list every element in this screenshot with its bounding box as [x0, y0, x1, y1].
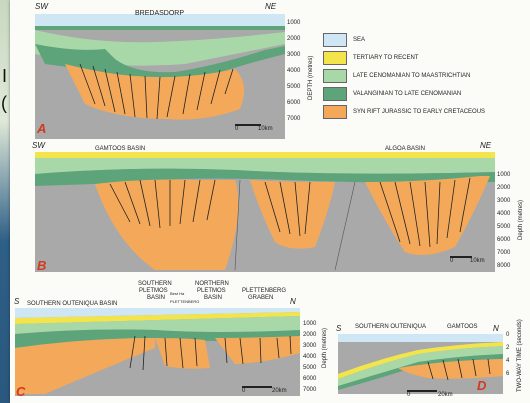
- section-a-depth-3: 3000: [287, 52, 301, 58]
- section-d-n: N: [493, 324, 499, 333]
- section-b-depth-7: 7000: [497, 250, 511, 256]
- legend-label-valanginian: VALANGINIAN TO LATE CENOMANIAN: [353, 91, 462, 97]
- section-c-basin-1: SOUTHERN OUTENIQUA BASIN: [27, 301, 118, 307]
- legend: SEA TERTIARY TO RECENT LATE CENOMANIAN T…: [323, 32, 528, 122]
- section-b-depth-3: 3000: [497, 198, 511, 204]
- section-c-n: N: [290, 297, 296, 306]
- legend-swatch-syn-rift: [323, 105, 347, 119]
- section-a-letter: A: [37, 121, 47, 136]
- section-a-depth-7: 7000: [287, 116, 301, 122]
- section-a-depth-2: 2000: [287, 36, 301, 42]
- section-a-axis-label: DEPTH (metres): [308, 55, 314, 100]
- section-a-depth-1: 1000: [287, 20, 301, 26]
- section-a-diagram: [35, 14, 285, 139]
- section-c-depth-2: 2000: [303, 332, 317, 338]
- section-c-scale-bar: [242, 386, 272, 388]
- section-b-axis-label: Depth (metres): [518, 199, 524, 240]
- legend-item-sea: SEA: [323, 32, 528, 48]
- section-c-depth-3: 3000: [303, 343, 317, 349]
- section-b-depth-6: 6000: [497, 237, 511, 243]
- section-d-axis-label: TWO-WAY TIME (seconds): [517, 319, 523, 392]
- section-a-sw: SW: [35, 2, 48, 11]
- legend-label-sea: SEA: [353, 37, 366, 43]
- section-c-depth-4: 4000: [303, 354, 317, 360]
- section-b-basin-2: ALGOA BASIN: [385, 146, 426, 152]
- section-b-sw: SW: [32, 141, 45, 150]
- section-b-scale-bar: [450, 256, 472, 258]
- section-d-depth-4: 6: [506, 371, 510, 377]
- section-c-basin-2c: BASIN: [147, 295, 166, 301]
- section-d-basin-2: GAMTOOS: [447, 324, 478, 330]
- legend-label-late-cenomanian: LATE CENOMANIAN TO MAASTRICHTIAN: [353, 73, 471, 79]
- legend-swatch-late-cenomanian: [323, 69, 347, 83]
- legend-swatch-valanginian: [323, 87, 347, 101]
- section-a-scale: 10km: [258, 126, 273, 132]
- section-a-depth-5: 5000: [287, 84, 301, 90]
- section-c-small-1: Best Ha: [170, 291, 185, 296]
- section-a-ne: NE: [265, 2, 277, 11]
- section-b-depth-5: 5000: [497, 224, 511, 230]
- background-text-2: (: [1, 93, 7, 113]
- section-b-scale: 10km: [470, 258, 485, 264]
- section-a-depth-6: 6000: [287, 100, 301, 106]
- section-b-depth-1: 1000: [497, 172, 511, 178]
- section-c-scale-0: 0: [242, 388, 246, 394]
- section-a-title: BREDASDORP: [135, 10, 185, 17]
- section-d-scale: 20km: [438, 392, 453, 398]
- legend-swatch-sea: [323, 33, 347, 47]
- legend-label-syn-rift: SYN RIFT JURASSIC TO EARLY CRETACEOUS: [353, 109, 486, 115]
- section-d-scale-0: 0: [407, 392, 411, 398]
- section-c-basin-4b: GRABEN: [248, 295, 274, 301]
- section-b-depth-4: 4000: [497, 211, 511, 217]
- legend-item-tertiary: TERTIARY TO RECENT: [323, 50, 528, 66]
- section-c-basin-2b: PLETMOS: [139, 288, 168, 294]
- section-c-basin-4a: PLETTENBERG: [242, 288, 287, 294]
- section-c-basin-2a: SOUTHERN: [138, 281, 172, 287]
- section-d-letter: D: [477, 378, 487, 393]
- legend-item-syn-rift: SYN RIFT JURASSIC TO EARLY CRETACEOUS: [323, 104, 528, 120]
- section-c-depth-5: 5000: [303, 365, 317, 371]
- section-a-scale-0: 0: [235, 126, 239, 132]
- section-c-small-2: PLETTENBERG: [170, 299, 200, 304]
- section-b-depth-8: 8000: [497, 263, 511, 269]
- section-c-depth-1: 1000: [303, 321, 317, 327]
- section-a-depth-4: 4000: [287, 68, 301, 74]
- legend-item-late-cenomanian: LATE CENOMANIAN TO MAASTRICHTIAN: [323, 68, 528, 84]
- section-a-scale-bar: [235, 124, 261, 126]
- section-c-basin-3c: BASIN: [204, 295, 223, 301]
- section-d-scale-bar: [407, 390, 437, 392]
- section-d-s: S: [336, 324, 342, 333]
- section-c-depth-7: 7000: [303, 387, 317, 393]
- section-c-depth-6: 6000: [303, 376, 317, 382]
- legend-label-tertiary: TERTIARY TO RECENT: [353, 55, 419, 61]
- section-d-depth-2: 2: [506, 345, 510, 351]
- background-text-1: I: [2, 66, 8, 86]
- legend-item-valanginian: VALANGINIAN TO LATE CENOMANIAN: [323, 86, 528, 102]
- section-d-diagram: [338, 334, 503, 394]
- section-d-depth-1: 0: [506, 332, 510, 338]
- section-c-letter: C: [16, 384, 26, 399]
- section-b-depth-2: 2000: [497, 185, 511, 191]
- section-b-diagram: [35, 152, 495, 272]
- section-c-basin-3b: PLETMOS: [197, 288, 226, 294]
- section-d-basin-1: SOUTHERN OUTENIQUA: [355, 324, 427, 330]
- section-c-s: S: [14, 297, 20, 306]
- section-d-depth-3: 4: [506, 358, 510, 364]
- section-c-diagram: [15, 308, 300, 396]
- legend-swatch-tertiary: [323, 51, 347, 65]
- section-c-axis-label: Depth (metres): [322, 327, 328, 368]
- figure-sheet: SW NE BREDASDORP A 1000 2000 3000 4000 5…: [10, 0, 530, 403]
- section-c-scale: 20km: [272, 388, 287, 394]
- section-b-scale-0: 0: [450, 258, 454, 264]
- section-b-basin-1: GAMTOOS BASIN: [95, 146, 146, 152]
- section-b-letter: B: [37, 258, 47, 273]
- section-c-basin-3a: NORTHERN: [195, 281, 229, 287]
- section-b-ne: NE: [480, 141, 492, 150]
